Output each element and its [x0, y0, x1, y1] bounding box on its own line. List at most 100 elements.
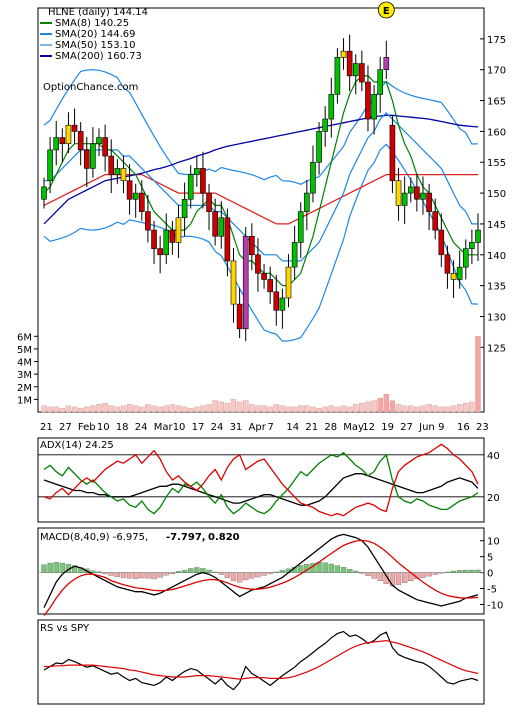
- price-candle-body: [444, 254, 451, 274]
- price-tick-label: 140: [487, 251, 506, 262]
- macd-histogram-bar: [383, 572, 389, 584]
- price-tick-label: 130: [487, 312, 506, 323]
- volume-bar: [181, 406, 188, 413]
- volume-bar: [218, 401, 224, 413]
- volume-bar: [346, 406, 353, 413]
- price-candle-body: [224, 217, 231, 262]
- macd-histogram-bar: [432, 572, 438, 575]
- price-candle-body: [297, 211, 304, 243]
- volume-bar: [475, 336, 481, 413]
- macd-histogram-bar: [389, 572, 396, 587]
- macd-histogram-bar: [371, 572, 377, 579]
- volume-bar: [291, 406, 298, 413]
- price-candle-body: [108, 155, 115, 175]
- price-candle-body: [90, 143, 96, 169]
- volume-bar: [285, 406, 292, 413]
- macd-histogram-bar: [120, 572, 127, 578]
- volume-bar: [444, 406, 451, 413]
- price-candle-body: [359, 63, 365, 83]
- x-axis-label: Apr: [249, 422, 267, 433]
- price-tick-label: 125: [487, 343, 506, 354]
- macd-tick-label: -5: [487, 585, 497, 596]
- volume-bar: [438, 406, 445, 413]
- macd-histogram-bar: [438, 572, 444, 574]
- volume-bar: [224, 402, 231, 413]
- macd-value-label: -7.797,: [166, 532, 206, 543]
- price-tick-label: 150: [487, 189, 506, 200]
- sma8-line: [43, 75, 478, 287]
- volume-bar: [236, 401, 243, 413]
- x-axis-label: 16: [457, 422, 470, 433]
- macd-histogram-bar: [236, 572, 243, 583]
- macd-histogram-bar: [139, 572, 145, 579]
- price-candle-body: [475, 229, 481, 243]
- macd-histogram-bar: [212, 571, 218, 573]
- volume-bar: [267, 406, 273, 413]
- volume-bar: [139, 406, 145, 413]
- price-candle-body: [175, 217, 182, 243]
- price-candle-body: [47, 149, 53, 182]
- price-candle-body: [212, 211, 218, 237]
- x-axis-label: 12: [362, 422, 375, 433]
- x-axis-label: 27: [59, 422, 72, 433]
- volume-bar: [322, 406, 328, 413]
- macd-histogram-bar: [457, 570, 463, 573]
- price-candle-body: [249, 235, 255, 256]
- volume-bar: [108, 405, 114, 413]
- volume-tick-label: 2M: [17, 383, 32, 394]
- price-candle-body: [365, 81, 371, 120]
- sma200-line: [43, 114, 479, 225]
- price-candle-body: [450, 272, 457, 280]
- volume-bar: [126, 404, 133, 413]
- price-candle-body: [236, 303, 243, 330]
- macd-histogram-bar: [279, 570, 286, 573]
- price-candle-body: [230, 260, 237, 305]
- volume-bar: [102, 402, 108, 413]
- macd-histogram-bar: [450, 570, 457, 573]
- macd-histogram-bar: [206, 569, 212, 573]
- volume-bar: [157, 406, 163, 413]
- volume-bar: [389, 400, 396, 413]
- price-tick-label: 165: [487, 97, 506, 108]
- x-axis-label: 23: [476, 422, 489, 433]
- rs-series-line: [44, 639, 479, 680]
- adx-panel-frame: [37, 437, 485, 523]
- volume-bar: [383, 394, 390, 413]
- volume-bar: [96, 404, 102, 413]
- price-candle-body: [322, 118, 328, 132]
- watermark-text: OptionChance.com: [43, 82, 138, 93]
- price-candle-body: [291, 242, 298, 268]
- macd-histogram-bar: [475, 569, 481, 573]
- volume-bar: [420, 405, 426, 413]
- volume-bar: [450, 405, 457, 413]
- macd-histogram-bar: [169, 572, 176, 575]
- volume-bar: [163, 405, 169, 413]
- volume-tick-label: 1M: [17, 395, 32, 406]
- price-candle-body: [126, 180, 133, 200]
- x-axis-label: 31: [230, 422, 243, 433]
- legend-entry: SMA(200) 160.73: [55, 51, 142, 62]
- macd-histogram-bar: [346, 568, 353, 573]
- volume-bar: [194, 406, 200, 413]
- volume-bar: [371, 400, 377, 413]
- volume-bar: [65, 405, 72, 413]
- volume-bar: [114, 406, 121, 413]
- volume-bar: [359, 402, 365, 413]
- macd-histogram-bar: [444, 571, 451, 573]
- volume-tick-label: 6M: [17, 332, 32, 343]
- price-candle-body: [469, 242, 475, 249]
- adx-panel-title: ADX(14) 24.25: [40, 440, 114, 451]
- x-axis-label: 17: [192, 422, 205, 433]
- price-candle-body: [200, 168, 206, 194]
- volume-bar: [469, 401, 475, 413]
- volume-bar: [230, 399, 237, 413]
- price-candle-body: [432, 211, 439, 231]
- macd-histogram-bar: [96, 571, 102, 573]
- macd-signal-value-label: 0.820: [208, 532, 240, 543]
- macd-histogram-bar: [273, 571, 279, 573]
- price-candle-body: [273, 291, 280, 311]
- price-candle-body: [218, 217, 225, 237]
- price-candle-body: [389, 124, 396, 182]
- macd-tick-label: 5: [487, 553, 493, 564]
- macd-histogram-bar: [126, 572, 133, 579]
